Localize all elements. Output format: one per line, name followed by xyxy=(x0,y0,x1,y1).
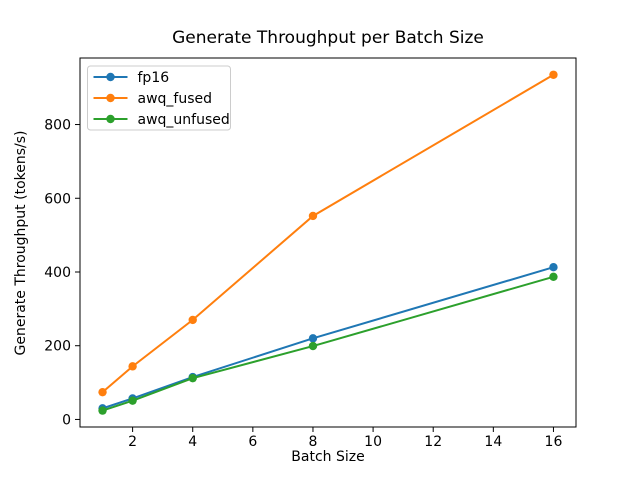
legend-marker-awq_fused xyxy=(106,93,115,103)
data-point-awq_fused xyxy=(308,211,318,221)
data-point-awq_fused xyxy=(188,315,197,325)
data-point-awq_fused xyxy=(549,70,558,79)
chart-title: Generate Throughput per Batch Size xyxy=(172,28,484,48)
data-point-awq_unfused xyxy=(308,341,318,351)
data-point-awq_fused xyxy=(98,387,107,397)
x-tick-label: 16 xyxy=(545,434,563,450)
x-axis-label: Batch Size xyxy=(291,449,364,465)
y-tick-label: 800 xyxy=(44,118,71,134)
y-axis: 0 200 400 600 800 xyxy=(44,118,80,428)
x-tick-label: 6 xyxy=(248,434,257,450)
x-tick-label: 2 xyxy=(128,434,137,450)
y-axis-label: Generate Throughput (tokens/s) xyxy=(13,131,29,356)
legend-box xyxy=(87,65,231,131)
legend-marker-fp16 xyxy=(106,72,115,82)
data-point-awq_unfused xyxy=(128,396,137,405)
data-point-awq_unfused xyxy=(549,272,558,281)
y-tick-label: 600 xyxy=(44,191,71,207)
legend: fp16 awq_fused awq_unfused xyxy=(87,65,231,131)
data-point-awq_unfused xyxy=(188,373,197,383)
legend-label-awq_unfused: awq_unfused xyxy=(138,112,230,128)
data-point-fp16 xyxy=(308,334,318,343)
data-point-awq_fused xyxy=(128,362,137,371)
x-tick-label: 10 xyxy=(364,434,382,450)
x-tick-label: 4 xyxy=(188,434,197,450)
x-tick-label: 8 xyxy=(309,434,318,450)
data-point-fp16 xyxy=(549,262,558,272)
y-tick-label: 400 xyxy=(44,265,71,281)
series-lines xyxy=(98,70,558,415)
x-tick-label: 14 xyxy=(484,434,502,450)
x-axis: 2 4 6 8 10 12 14 16 xyxy=(128,427,562,450)
legend-label-awq_fused: awq_fused xyxy=(138,91,213,107)
legend-marker-awq_unfused xyxy=(106,114,115,124)
y-tick-label: 200 xyxy=(44,339,71,355)
legend-label-fp16: fp16 xyxy=(138,70,170,86)
x-tick-label: 12 xyxy=(424,434,442,450)
y-tick-label: 0 xyxy=(62,412,71,428)
data-point-awq_unfused xyxy=(98,406,107,415)
